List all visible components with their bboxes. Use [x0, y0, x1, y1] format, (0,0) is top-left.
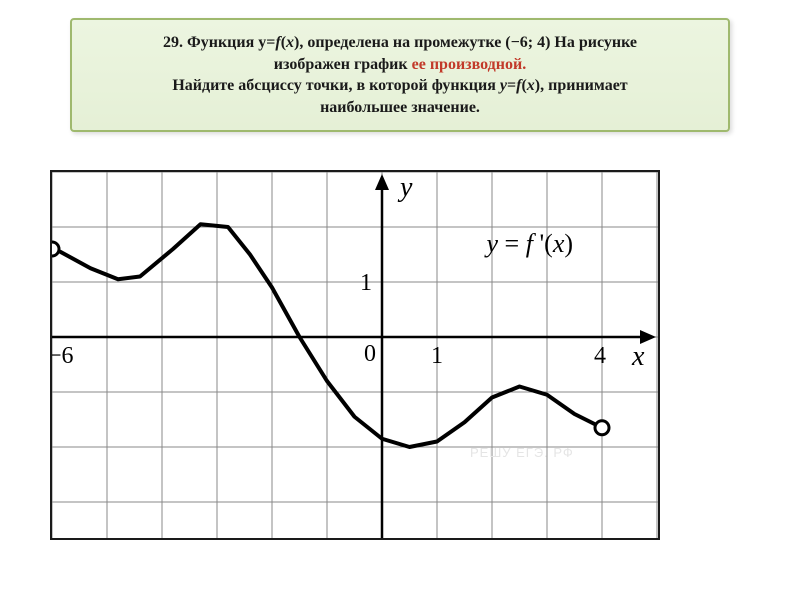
problem-number: 29. [163, 34, 183, 51]
watermark: РЕШУ ЕГЭ. РФ [470, 445, 574, 460]
highlight-text: ее производной. [412, 56, 527, 73]
svg-text:y = f '(x): y = f '(x) [484, 229, 574, 258]
chart-svg: 0 1 1 −6 4 y x y = f '(x) [52, 172, 658, 538]
svg-text:1: 1 [360, 270, 372, 296]
svg-text:x: x [631, 341, 645, 372]
svg-text:−6: −6 [52, 343, 74, 369]
svg-text:1: 1 [431, 343, 443, 369]
problem-statement-box: 29. Функция y=f(x), определена на промеж… [70, 18, 730, 132]
problem-text: 29. Функция y=f(x), определена на промеж… [90, 32, 710, 118]
derivative-chart: 0 1 1 −6 4 y x y = f '(x) [50, 170, 660, 540]
svg-text:0: 0 [364, 341, 376, 367]
svg-text:4: 4 [594, 343, 606, 369]
svg-text:y: y [397, 172, 413, 203]
